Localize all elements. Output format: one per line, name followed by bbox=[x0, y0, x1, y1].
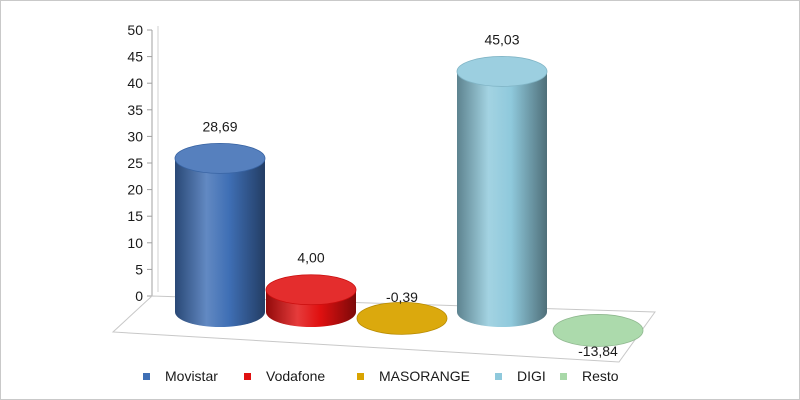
data-label-movistar: 28,69 bbox=[202, 118, 237, 134]
bars-group bbox=[174, 56, 644, 347]
y-tick-label: 25 bbox=[127, 155, 143, 171]
y-tick-label: 40 bbox=[127, 75, 143, 91]
data-label-digi: 45,03 bbox=[484, 31, 519, 47]
data-label-masorange: -0,39 bbox=[386, 289, 418, 305]
y-tick-label: 15 bbox=[127, 208, 143, 224]
bar-disc-resto bbox=[552, 314, 644, 347]
legend: Movistar Vodafone MASORANGE DIGI Resto bbox=[143, 368, 619, 384]
legend-item-vodafone: Vodafone bbox=[244, 368, 325, 384]
y-axis: 0 5 10 15 20 25 30 35 40 45 50 bbox=[127, 22, 159, 304]
legend-label-digi: DIGI bbox=[517, 368, 546, 384]
y-tick-label: 20 bbox=[127, 182, 143, 198]
bar-top-vodafone bbox=[265, 274, 357, 306]
legend-swatch-vodafone bbox=[244, 373, 251, 380]
bar-body-digi bbox=[457, 71, 547, 327]
y-tick-label: 45 bbox=[127, 49, 143, 65]
y-tick-label: 50 bbox=[127, 22, 143, 38]
legend-label-masorange: MASORANGE bbox=[379, 368, 470, 384]
legend-item-digi: DIGI bbox=[495, 368, 546, 384]
legend-item-resto: Resto bbox=[560, 368, 619, 384]
bar-top-digi bbox=[456, 56, 548, 87]
bar-vodafone bbox=[265, 274, 357, 327]
bar-masorange bbox=[356, 301, 448, 335]
y-tick-label: 30 bbox=[127, 128, 143, 144]
legend-label-movistar: Movistar bbox=[165, 368, 218, 384]
bar-body-movistar bbox=[175, 158, 265, 327]
y-tick-label: 35 bbox=[127, 102, 143, 118]
legend-item-masorange: MASORANGE bbox=[357, 368, 470, 384]
legend-swatch-resto bbox=[560, 373, 567, 380]
y-tick-label: 5 bbox=[135, 261, 143, 277]
bar-movistar bbox=[174, 142, 266, 327]
legend-label-vodafone: Vodafone bbox=[266, 368, 325, 384]
bar-top-movistar bbox=[174, 142, 266, 174]
legend-label-resto: Resto bbox=[582, 368, 619, 384]
data-label-resto: -13,84 bbox=[578, 343, 618, 359]
bar-digi bbox=[456, 56, 548, 327]
bar-resto bbox=[552, 314, 644, 347]
y-tick-label: 10 bbox=[127, 235, 143, 251]
data-label-vodafone: 4,00 bbox=[297, 250, 324, 266]
data-labels-group: 28,69 4,00 -0,39 45,03 -13,84 bbox=[202, 31, 618, 359]
legend-swatch-masorange bbox=[357, 373, 364, 380]
legend-item-movistar: Movistar bbox=[143, 368, 218, 384]
bar-disc-masorange bbox=[356, 301, 448, 335]
y-tick-label: 0 bbox=[135, 288, 143, 304]
legend-swatch-digi bbox=[495, 373, 502, 380]
legend-swatch-movistar bbox=[143, 373, 150, 380]
